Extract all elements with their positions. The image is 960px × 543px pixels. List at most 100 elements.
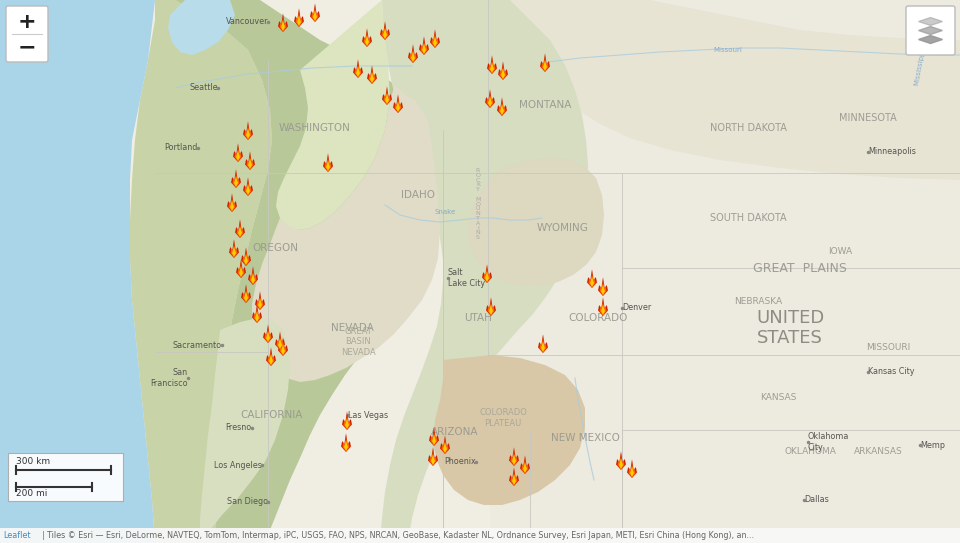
Polygon shape (253, 307, 260, 323)
Polygon shape (235, 219, 245, 238)
Polygon shape (278, 337, 288, 356)
Polygon shape (247, 155, 253, 169)
Polygon shape (278, 13, 288, 32)
Polygon shape (543, 60, 547, 71)
Polygon shape (601, 304, 605, 315)
Polygon shape (541, 341, 545, 352)
Polygon shape (919, 35, 943, 43)
Polygon shape (342, 411, 352, 430)
Polygon shape (430, 431, 438, 445)
Polygon shape (232, 246, 236, 257)
Polygon shape (278, 338, 282, 349)
Polygon shape (487, 93, 493, 108)
Polygon shape (365, 35, 369, 46)
Polygon shape (500, 104, 504, 115)
Polygon shape (265, 327, 272, 343)
Polygon shape (509, 447, 519, 466)
Polygon shape (248, 158, 252, 169)
Polygon shape (510, 0, 960, 180)
Polygon shape (344, 415, 350, 430)
Polygon shape (468, 158, 604, 286)
Polygon shape (521, 459, 529, 473)
Polygon shape (344, 440, 348, 451)
Polygon shape (520, 455, 530, 474)
Polygon shape (588, 269, 597, 288)
Polygon shape (497, 97, 507, 116)
Polygon shape (382, 86, 392, 105)
Polygon shape (246, 128, 250, 139)
Polygon shape (485, 89, 495, 108)
Text: Las Vegas: Las Vegas (348, 411, 388, 420)
Polygon shape (432, 434, 436, 445)
Polygon shape (345, 418, 349, 429)
Polygon shape (512, 454, 516, 465)
Polygon shape (237, 263, 245, 277)
Text: R
O
C
K
Y
 
M
O
U
N
T
A
I
N
S: R O C K Y M O U N T A I N S (475, 168, 481, 240)
Polygon shape (200, 318, 290, 543)
Text: Salt
Lake City: Salt Lake City (448, 268, 485, 288)
Polygon shape (523, 462, 527, 473)
Polygon shape (919, 17, 943, 26)
Polygon shape (430, 29, 440, 48)
Polygon shape (276, 331, 285, 350)
Text: Seattle: Seattle (189, 84, 218, 92)
Bar (0, 528, 960, 543)
Text: Memp: Memp (920, 440, 945, 450)
Polygon shape (540, 338, 546, 352)
Polygon shape (313, 10, 317, 21)
Text: Missouri: Missouri (713, 47, 742, 53)
Polygon shape (353, 59, 363, 78)
Polygon shape (252, 85, 440, 382)
FancyBboxPatch shape (8, 453, 123, 501)
Polygon shape (230, 243, 237, 257)
Polygon shape (343, 437, 349, 451)
Polygon shape (629, 463, 636, 477)
Polygon shape (443, 442, 447, 453)
Polygon shape (228, 197, 235, 211)
Text: ARIZONA: ARIZONA (431, 427, 479, 437)
Polygon shape (433, 355, 585, 505)
Polygon shape (281, 20, 285, 31)
Text: Leaflet: Leaflet (3, 531, 31, 540)
Polygon shape (395, 98, 401, 112)
Polygon shape (228, 193, 237, 212)
Polygon shape (130, 0, 960, 543)
Text: OREGON: OREGON (252, 243, 298, 253)
Polygon shape (381, 24, 389, 40)
Polygon shape (431, 33, 439, 47)
Polygon shape (326, 160, 330, 171)
Text: Denver: Denver (622, 304, 651, 313)
Polygon shape (256, 295, 263, 310)
Polygon shape (324, 156, 331, 172)
Polygon shape (130, 0, 272, 543)
Polygon shape (490, 62, 494, 73)
Polygon shape (269, 354, 273, 365)
Polygon shape (232, 173, 240, 187)
Polygon shape (263, 324, 273, 343)
Polygon shape (248, 266, 258, 285)
Polygon shape (420, 40, 427, 54)
Polygon shape (482, 264, 492, 283)
Polygon shape (599, 281, 607, 295)
Text: IDAHO: IDAHO (401, 190, 435, 200)
Text: Kansas City: Kansas City (868, 368, 915, 376)
Text: Snake: Snake (434, 209, 456, 215)
Polygon shape (252, 304, 262, 323)
Polygon shape (369, 68, 375, 84)
Polygon shape (364, 31, 371, 47)
Polygon shape (234, 147, 242, 161)
Polygon shape (919, 27, 943, 35)
Text: KANSAS: KANSAS (759, 394, 796, 402)
Text: IOWA: IOWA (828, 248, 852, 256)
Polygon shape (362, 28, 372, 47)
Text: Mississippi: Mississippi (914, 48, 926, 86)
Polygon shape (255, 311, 259, 322)
Text: MISSOURI: MISSOURI (866, 344, 910, 352)
Polygon shape (236, 223, 244, 237)
Polygon shape (383, 28, 387, 39)
Polygon shape (279, 340, 286, 356)
Polygon shape (0, 0, 155, 543)
Polygon shape (498, 61, 508, 80)
Polygon shape (617, 454, 625, 470)
Text: Minneapolis: Minneapolis (868, 148, 916, 156)
